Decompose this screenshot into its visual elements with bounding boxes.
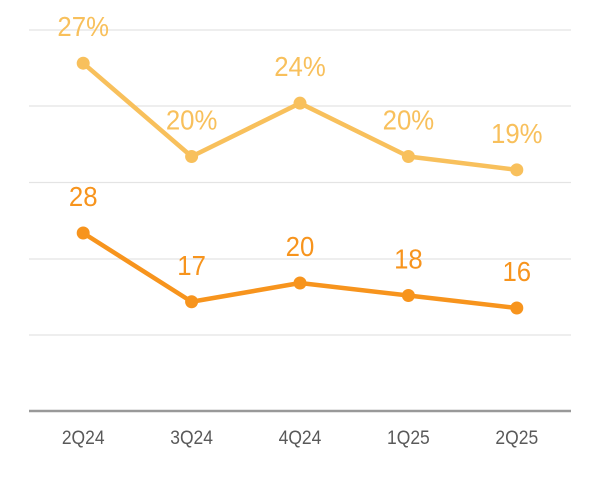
data-point-percent-series-4Q24 bbox=[293, 96, 307, 110]
data-point-count-series-1Q25 bbox=[401, 289, 415, 302]
data-label-percent-series-4Q24: 24% bbox=[274, 51, 326, 82]
data-point-percent-series-2Q25 bbox=[510, 163, 524, 177]
data-label-percent-series-3Q24: 20% bbox=[166, 105, 218, 136]
data-point-count-series-4Q24 bbox=[293, 276, 307, 290]
data-label-count-series-2Q25: 16 bbox=[502, 256, 531, 287]
x-axis-label-2Q24: 2Q24 bbox=[62, 426, 105, 448]
data-label-count-series-2Q24: 28 bbox=[69, 181, 98, 212]
data-point-percent-series-3Q24 bbox=[185, 150, 199, 163]
data-label-count-series-4Q24: 20 bbox=[286, 231, 315, 262]
data-point-percent-series-2Q24 bbox=[76, 56, 90, 70]
data-point-count-series-3Q24 bbox=[185, 295, 199, 309]
data-label-percent-series-2Q24: 27% bbox=[57, 11, 109, 42]
x-axis-label-3Q24: 3Q24 bbox=[170, 426, 213, 448]
data-point-percent-series-1Q25 bbox=[401, 150, 415, 163]
data-point-count-series-2Q25 bbox=[510, 301, 524, 315]
data-label-count-series-3Q24: 17 bbox=[177, 250, 206, 281]
x-axis-label-4Q24: 4Q24 bbox=[279, 426, 322, 448]
x-axis-label-1Q25: 1Q25 bbox=[387, 426, 430, 448]
data-label-percent-series-1Q25: 20% bbox=[383, 105, 435, 136]
x-axis-label-2Q25: 2Q25 bbox=[495, 426, 538, 448]
data-point-count-series-2Q24 bbox=[76, 226, 90, 240]
data-label-percent-series-2Q25: 19% bbox=[491, 118, 543, 149]
data-label-count-series-1Q25: 18 bbox=[394, 244, 423, 275]
